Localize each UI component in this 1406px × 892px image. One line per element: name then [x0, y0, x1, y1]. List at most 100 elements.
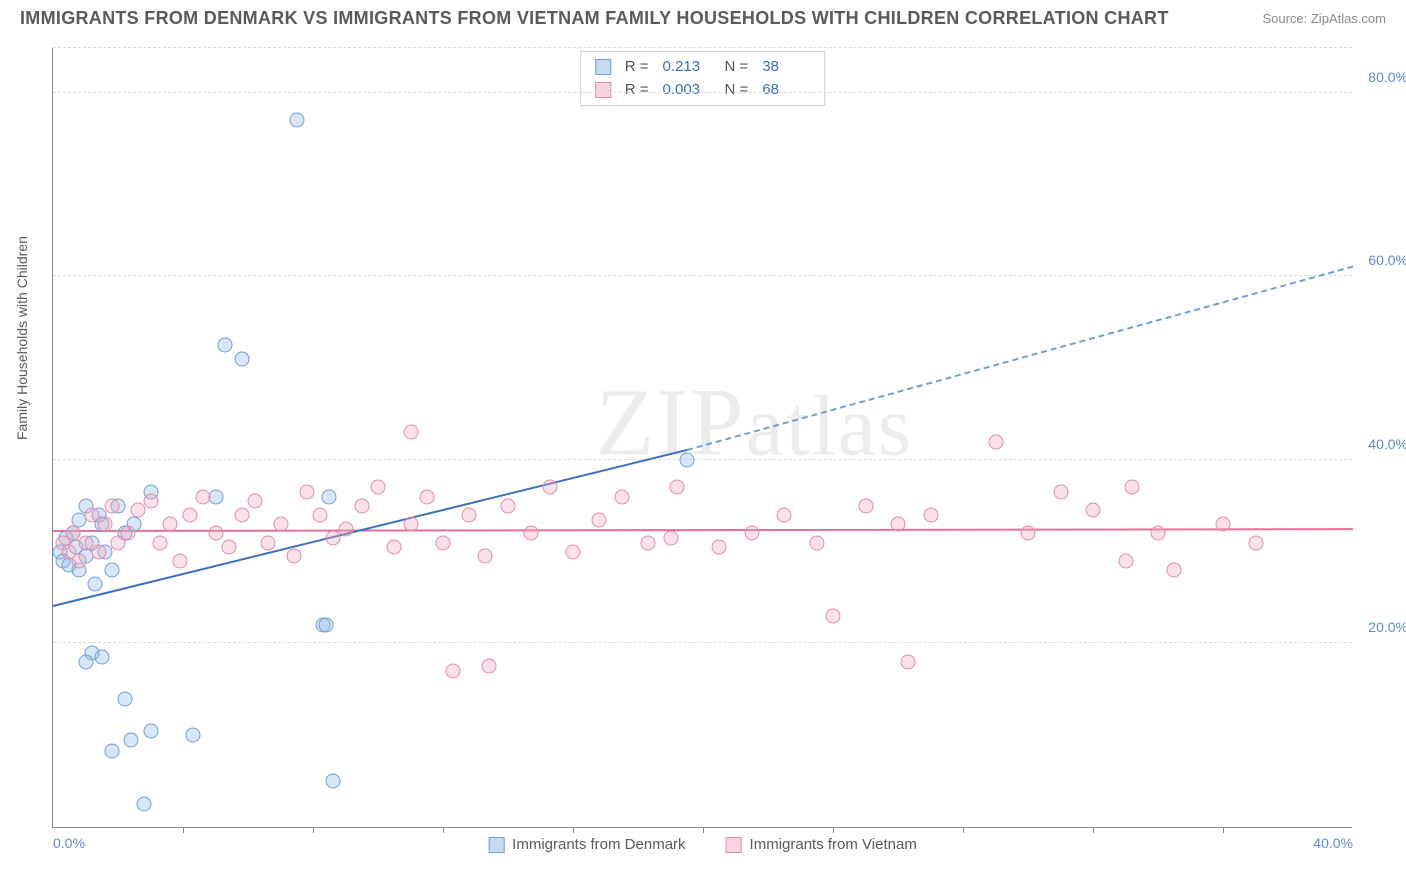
data-point: [78, 654, 93, 669]
data-point: [478, 549, 493, 564]
data-point: [221, 540, 236, 555]
y-tick-label: 40.0%: [1368, 436, 1406, 452]
data-point: [338, 521, 353, 536]
data-point: [1151, 526, 1166, 541]
data-point: [72, 553, 87, 568]
data-point: [143, 723, 158, 738]
x-tick-label: 40.0%: [1313, 835, 1353, 851]
y-tick-label: 20.0%: [1368, 619, 1406, 635]
gridline-h: [53, 642, 1352, 643]
swatch-denmark-icon: [595, 59, 611, 75]
x-tick: [573, 827, 574, 833]
data-point: [670, 480, 685, 495]
gridline-h: [53, 459, 1352, 460]
data-point: [1053, 485, 1068, 500]
data-point: [322, 489, 337, 504]
data-point: [403, 425, 418, 440]
x-tick: [443, 827, 444, 833]
chart-title: IMMIGRANTS FROM DENMARK VS IMMIGRANTS FR…: [20, 8, 1169, 29]
data-point: [143, 494, 158, 509]
gridline-h: [53, 92, 1352, 93]
data-point: [777, 508, 792, 523]
series-legend: Immigrants from Denmark Immigrants from …: [488, 836, 917, 853]
x-tick: [833, 827, 834, 833]
data-point: [354, 498, 369, 513]
data-point: [900, 654, 915, 669]
r-value-denmark: 0.213: [663, 56, 711, 79]
data-point: [566, 544, 581, 559]
r-value-vietnam: 0.003: [663, 79, 711, 102]
stats-row-vietnam: R = 0.003 N = 68: [595, 79, 811, 102]
trendline-denmark-extrapolated: [686, 265, 1353, 450]
r-label: R =: [625, 79, 649, 102]
data-point: [120, 526, 135, 541]
data-point: [445, 664, 460, 679]
swatch-vietnam-icon: [595, 82, 611, 98]
data-point: [1118, 553, 1133, 568]
data-point: [247, 494, 262, 509]
data-point: [104, 498, 119, 513]
trendline-denmark: [53, 449, 687, 607]
data-point: [1248, 535, 1263, 550]
data-point: [137, 797, 152, 812]
data-point: [523, 526, 538, 541]
data-point: [289, 113, 304, 128]
n-label: N =: [725, 79, 749, 102]
n-value-vietnam: 68: [762, 79, 810, 102]
data-point: [663, 530, 678, 545]
legend-label-denmark: Immigrants from Denmark: [512, 836, 685, 853]
data-point: [712, 540, 727, 555]
n-value-denmark: 38: [762, 56, 810, 79]
scatter-chart: ZIPatlas R = 0.213 N = 38 R = 0.003 N = …: [52, 48, 1352, 828]
x-tick-label: 0.0%: [53, 835, 85, 851]
data-point: [88, 576, 103, 591]
y-tick-label: 80.0%: [1368, 69, 1406, 85]
data-point: [988, 434, 1003, 449]
data-point: [744, 526, 759, 541]
data-point: [208, 489, 223, 504]
data-point: [312, 508, 327, 523]
correlation-stats-box: R = 0.213 N = 38 R = 0.003 N = 68: [580, 51, 826, 106]
x-tick: [183, 827, 184, 833]
x-tick: [703, 827, 704, 833]
x-tick: [1093, 827, 1094, 833]
data-point: [98, 517, 113, 532]
data-point: [273, 517, 288, 532]
data-point: [286, 549, 301, 564]
x-tick: [1223, 827, 1224, 833]
data-point: [185, 728, 200, 743]
data-point: [436, 535, 451, 550]
x-tick: [963, 827, 964, 833]
data-point: [809, 535, 824, 550]
data-point: [543, 480, 558, 495]
data-point: [371, 480, 386, 495]
data-point: [1125, 480, 1140, 495]
data-point: [260, 535, 275, 550]
data-point: [117, 691, 132, 706]
data-point: [325, 530, 340, 545]
data-point: [218, 338, 233, 353]
data-point: [462, 508, 477, 523]
data-point: [234, 508, 249, 523]
legend-item-vietnam: Immigrants from Vietnam: [726, 836, 917, 853]
x-tick: [313, 827, 314, 833]
data-point: [403, 517, 418, 532]
data-point: [163, 517, 178, 532]
data-point: [481, 659, 496, 674]
source-prefix: Source:: [1262, 11, 1310, 26]
data-point: [679, 452, 694, 467]
data-point: [195, 489, 210, 504]
data-point: [153, 535, 168, 550]
y-tick-label: 60.0%: [1368, 252, 1406, 268]
data-point: [319, 618, 334, 633]
data-point: [387, 540, 402, 555]
legend-item-denmark: Immigrants from Denmark: [488, 836, 685, 853]
data-point: [299, 485, 314, 500]
data-point: [419, 489, 434, 504]
data-point: [208, 526, 223, 541]
data-point: [104, 743, 119, 758]
data-point: [94, 650, 109, 665]
data-point: [1086, 503, 1101, 518]
data-point: [826, 608, 841, 623]
gridline-h: [53, 275, 1352, 276]
